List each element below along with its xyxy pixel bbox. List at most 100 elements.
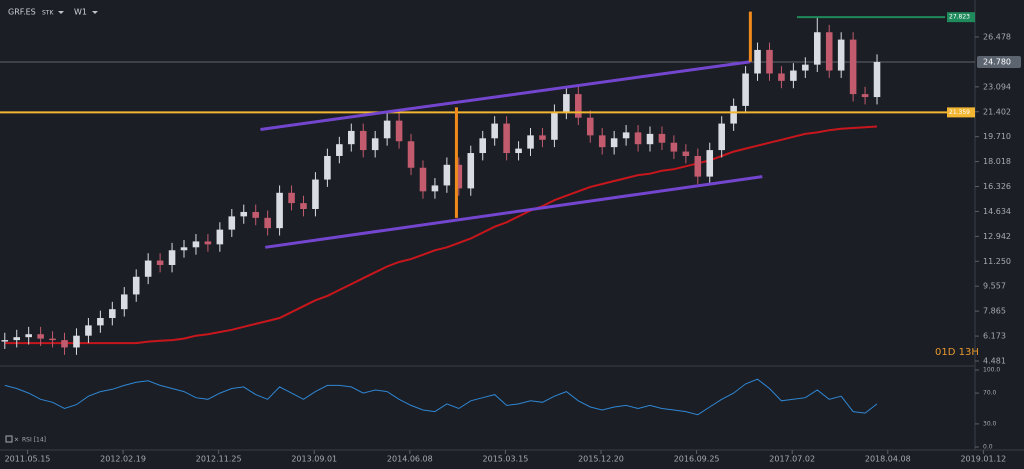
candle-body — [586, 117, 594, 136]
time-tick-label: 2012.11.25 — [196, 455, 242, 464]
candle-body — [849, 39, 857, 95]
candle-body — [156, 260, 164, 265]
candle-body — [718, 123, 725, 151]
timeframe[interactable]: W1 — [74, 8, 87, 17]
candle-body — [503, 123, 510, 154]
candle-body — [622, 132, 630, 139]
candle-body — [61, 340, 68, 348]
candle-body — [37, 334, 44, 339]
trendline — [260, 60, 751, 131]
candle-body — [120, 294, 128, 310]
price-tick-label: 21.402 — [983, 107, 1011, 116]
candle-body — [300, 203, 307, 210]
price-tick-label: 16.326 — [983, 182, 1011, 191]
indicator-close-icon[interactable]: ✕ — [14, 437, 19, 444]
rsi-tick-label: 100.0 — [983, 367, 1000, 374]
symbol[interactable]: GRF.ES — [8, 8, 36, 17]
last-price-tag — [977, 55, 1021, 68]
price-tick-label: 9.557 — [983, 282, 1006, 291]
level-tag — [947, 12, 975, 23]
price-tick-label: 18.018 — [983, 157, 1011, 166]
price-tick-label: 19.710 — [983, 132, 1011, 141]
price-tick-label: 26.478 — [983, 32, 1011, 41]
candle-body — [264, 217, 271, 229]
dropdown-icon[interactable] — [58, 11, 64, 14]
candle-body — [25, 334, 32, 338]
candle-body — [825, 32, 833, 71]
moving-average — [4, 125, 878, 345]
indicator-settings-icon[interactable] — [5, 435, 13, 443]
candle-body — [634, 132, 642, 145]
candle-body — [240, 211, 248, 217]
candle-body — [180, 247, 188, 251]
price-tick-label: 23.094 — [983, 82, 1011, 91]
price-tick-label: 7.865 — [983, 307, 1006, 316]
level-label: 21.359 — [949, 109, 970, 116]
candle-body — [371, 138, 379, 151]
candle-body — [813, 32, 821, 65]
candle-body — [861, 94, 869, 98]
candle-body — [49, 338, 56, 341]
candle-body — [168, 250, 176, 265]
candle-body — [276, 192, 283, 229]
time-tick-label: 2018.04.08 — [865, 455, 911, 464]
price-tick-label: 12.942 — [983, 232, 1011, 241]
price-tick-label: 6.173 — [983, 332, 1006, 341]
candle-body — [790, 70, 797, 81]
candle-body — [144, 260, 152, 277]
bar-countdown: 01D 13H — [935, 347, 979, 358]
candle-body — [73, 335, 80, 348]
candle-body — [216, 229, 224, 245]
candle-body — [192, 241, 200, 248]
rsi-tick-label: 70.0 — [983, 390, 997, 397]
candle-body — [455, 164, 463, 189]
candle-body — [109, 309, 116, 319]
trendline — [265, 175, 763, 249]
time-tick-label: 2017.07.02 — [769, 455, 815, 464]
candle-body — [766, 49, 773, 74]
time-tick-label: 2012.02.19 — [100, 455, 146, 464]
candle-body — [336, 144, 343, 156]
candle-body — [491, 123, 498, 139]
time-tick-label: 2016.09.25 — [674, 455, 720, 464]
candle-body — [742, 73, 749, 106]
candle-body — [252, 211, 259, 218]
candle-body — [563, 94, 570, 112]
candle-body — [324, 155, 331, 180]
time-tick-label: 2019.01.12 — [960, 455, 1006, 464]
candle-body — [85, 325, 92, 336]
price-tick-label: 4.481 — [983, 357, 1006, 366]
candle-body — [13, 337, 21, 341]
candle-body — [670, 142, 678, 152]
candle-body — [682, 151, 690, 156]
candle-body — [443, 164, 451, 186]
candle-body — [730, 105, 737, 124]
candle-body — [778, 73, 785, 81]
rsi-tick-label: 30.0 — [983, 420, 997, 427]
candle-body — [539, 135, 546, 140]
level-label: 27.823 — [949, 14, 970, 21]
time-tick-label: 2015.03.15 — [483, 455, 529, 464]
dropdown-icon[interactable] — [92, 11, 98, 14]
candle-body — [706, 150, 714, 177]
candle-body — [228, 216, 236, 230]
candle-body — [837, 39, 845, 71]
rsi-tick-label: 0.0 — [983, 444, 993, 451]
candle-body — [395, 120, 403, 142]
level-tag — [947, 107, 975, 118]
candle-body — [97, 318, 104, 326]
candle-body — [658, 133, 666, 143]
candle-body — [598, 135, 606, 148]
candle-body — [754, 49, 761, 74]
candle-body — [479, 138, 487, 154]
rsi-title: RSI [14] — [22, 437, 46, 444]
candle-body — [873, 61, 881, 98]
candle-body — [288, 192, 295, 204]
candle-body — [802, 64, 809, 71]
candle-body — [515, 148, 522, 154]
candle-body — [467, 153, 475, 189]
candle-body — [359, 130, 367, 151]
candle-body — [694, 155, 702, 177]
exchange[interactable]: STK — [42, 10, 54, 17]
